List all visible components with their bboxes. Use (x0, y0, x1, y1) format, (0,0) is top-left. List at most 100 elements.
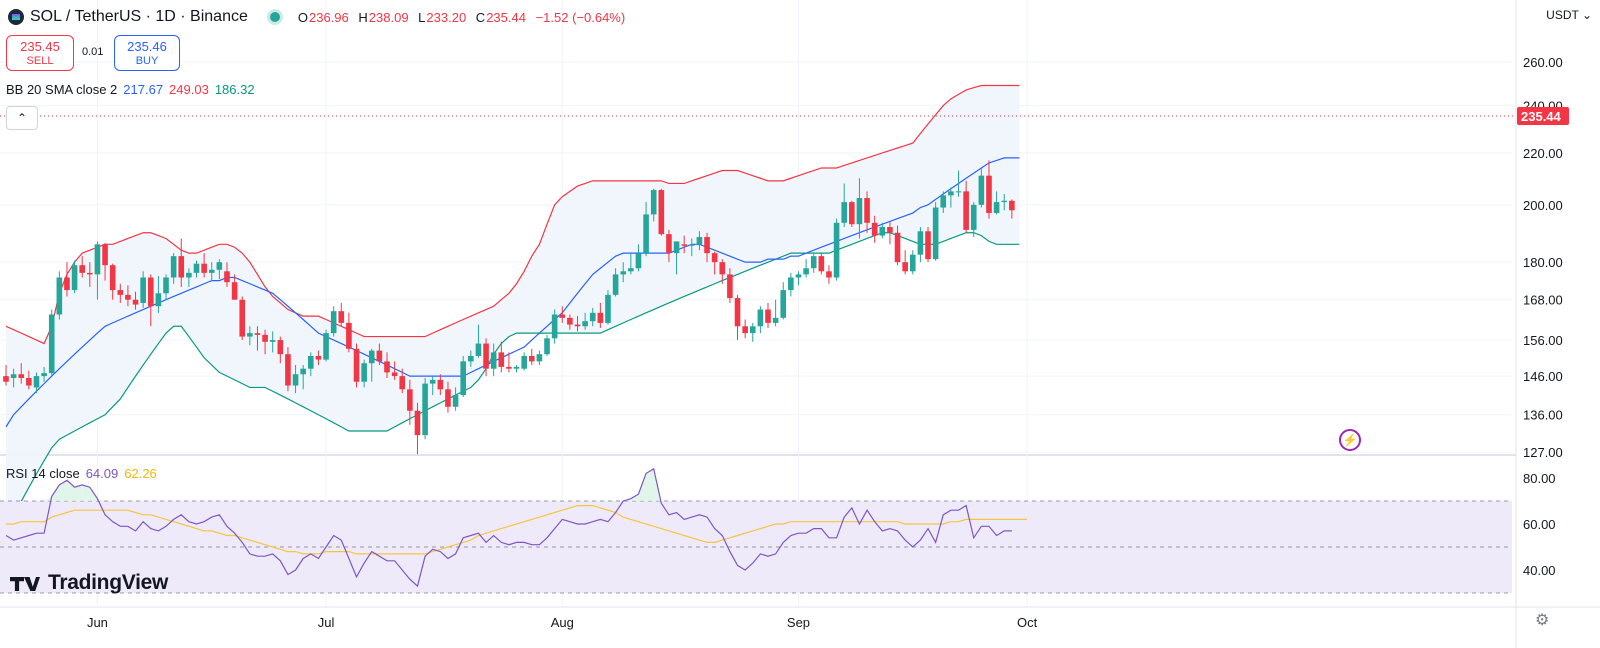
collapse-legend-button[interactable]: ⌃ (6, 106, 38, 130)
candle (620, 262, 627, 283)
candle (41, 366, 47, 382)
candle (429, 376, 436, 396)
candle (589, 307, 596, 327)
settings-gear-icon[interactable]: ⚙ (1535, 612, 1550, 629)
candle-body (48, 314, 55, 374)
price-tick-label: 156.00 (1523, 333, 1563, 348)
candle-body (285, 354, 291, 386)
tradingview-logo[interactable]: TradingView (10, 571, 168, 595)
candle-body (41, 373, 47, 377)
candle (193, 260, 200, 278)
candle-body (833, 222, 840, 278)
candle (582, 312, 588, 330)
candle-body (384, 361, 390, 373)
candle (536, 350, 543, 366)
candle-body (346, 322, 352, 349)
spread-value: 0.01 (82, 46, 104, 58)
candle-body (361, 363, 367, 382)
candle-body (460, 361, 466, 396)
candle-body (727, 274, 733, 299)
candle (437, 374, 444, 396)
candle (163, 274, 169, 300)
buy-label: BUY (135, 55, 159, 67)
candle-body (224, 271, 230, 283)
rsi-legend[interactable]: RSI 14 close 64.09 62.26 (6, 466, 157, 481)
symbol-title[interactable]: SOL / TetherUS · 1D · Binance (30, 8, 248, 25)
candle (986, 160, 992, 219)
candle-body (871, 222, 878, 236)
candle (33, 372, 40, 394)
candle-body (498, 352, 505, 367)
rsi-tick-label: 60.00 (1523, 517, 1556, 532)
candle-body (849, 202, 855, 225)
candle (170, 253, 177, 284)
candle (208, 262, 215, 281)
candle-body (696, 237, 703, 245)
rsi-overbought-fill (66, 480, 75, 501)
candle (513, 365, 520, 373)
time-tick-label: Jun (87, 615, 108, 630)
candle (1001, 194, 1008, 211)
candle (254, 326, 261, 351)
rsi-overbought-fill (646, 468, 654, 501)
candle-body (376, 350, 383, 362)
candle-body (262, 334, 268, 342)
candle (833, 218, 840, 281)
candle-body (948, 191, 954, 196)
price-tick-label: 180.00 (1523, 255, 1563, 270)
sell-button[interactable]: 235.45 SELL (6, 35, 74, 71)
candle-body (437, 379, 444, 390)
candle (224, 262, 230, 287)
candle-body (292, 374, 299, 386)
candle-body (323, 333, 329, 360)
candle (277, 336, 284, 364)
candle-body (749, 326, 756, 334)
candle-body (140, 277, 146, 303)
candle-body (620, 271, 627, 275)
candle-body (765, 309, 771, 323)
candle-body (582, 321, 588, 327)
buy-button[interactable]: 235.46 BUY (114, 35, 180, 71)
candle (841, 183, 847, 228)
bb-upper-line (5, 84, 1020, 345)
candle (155, 275, 162, 313)
candle-body (330, 311, 337, 334)
candle (993, 191, 1000, 215)
quote-currency-dropdown[interactable]: USDT ⌄ (1546, 8, 1592, 22)
candle (650, 188, 657, 222)
candle-body (681, 244, 687, 246)
candle-body (856, 198, 863, 225)
candle-body (102, 244, 108, 266)
open-label: O (297, 9, 308, 25)
candle-body (10, 374, 17, 378)
candle (460, 355, 466, 398)
candle (666, 229, 672, 263)
candle (186, 268, 192, 287)
candle (64, 262, 70, 297)
candle (704, 232, 710, 263)
candle-body (483, 343, 489, 369)
candle-body (528, 355, 535, 362)
candle-body (186, 272, 192, 278)
bb-legend[interactable]: BB 20 SMA close 2 217.67 249.03 186.32 (6, 82, 255, 97)
candle-body (353, 348, 360, 382)
candle (269, 331, 276, 353)
candle (612, 268, 619, 297)
candle-body (132, 299, 139, 305)
candle (810, 253, 817, 273)
candle (26, 370, 32, 390)
candle (628, 253, 634, 275)
candle (970, 202, 977, 238)
lightning-icon[interactable]: ⚡ (1339, 429, 1361, 451)
candle-body (887, 227, 893, 233)
chart-header: SOL / TetherUS · 1D · Binance O236.96 H2… (0, 4, 631, 30)
candle (719, 259, 726, 284)
candle (955, 170, 962, 197)
time-tick-label: Aug (551, 615, 574, 630)
candle-body (521, 355, 527, 369)
candle-body (559, 314, 566, 318)
candle (871, 215, 878, 243)
candle (894, 225, 901, 266)
candle-body (909, 254, 916, 272)
